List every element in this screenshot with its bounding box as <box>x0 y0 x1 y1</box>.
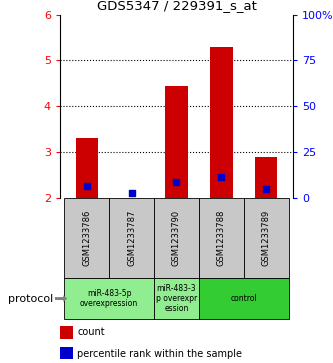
Bar <box>210 46 232 198</box>
Point <box>263 186 269 192</box>
Text: control: control <box>230 294 257 303</box>
Text: GSM1233790: GSM1233790 <box>172 210 181 266</box>
Bar <box>76 138 98 198</box>
Text: protocol: protocol <box>8 294 53 303</box>
Bar <box>60 347 73 360</box>
Bar <box>60 326 73 339</box>
Bar <box>199 278 289 319</box>
Text: count: count <box>77 327 105 337</box>
Text: miR-483-3
p overexpr
ession: miR-483-3 p overexpr ession <box>156 284 197 314</box>
Bar <box>64 198 109 278</box>
Point <box>219 174 224 180</box>
Text: percentile rank within the sample: percentile rank within the sample <box>77 349 242 359</box>
Bar <box>64 278 154 319</box>
Bar <box>154 278 199 319</box>
Point <box>174 179 179 185</box>
Bar <box>244 198 289 278</box>
Bar <box>109 198 154 278</box>
Bar <box>165 86 188 198</box>
Bar <box>199 198 244 278</box>
Point <box>129 190 134 196</box>
Bar <box>154 198 199 278</box>
Text: GSM1233789: GSM1233789 <box>262 210 271 266</box>
Text: miR-483-5p
overexpression: miR-483-5p overexpression <box>80 289 139 308</box>
Text: GSM1233787: GSM1233787 <box>127 209 136 266</box>
Point <box>84 183 90 189</box>
Text: GSM1233788: GSM1233788 <box>217 209 226 266</box>
Title: GDS5347 / 229391_s_at: GDS5347 / 229391_s_at <box>97 0 256 12</box>
Text: GSM1233786: GSM1233786 <box>82 209 91 266</box>
Bar <box>255 156 277 198</box>
